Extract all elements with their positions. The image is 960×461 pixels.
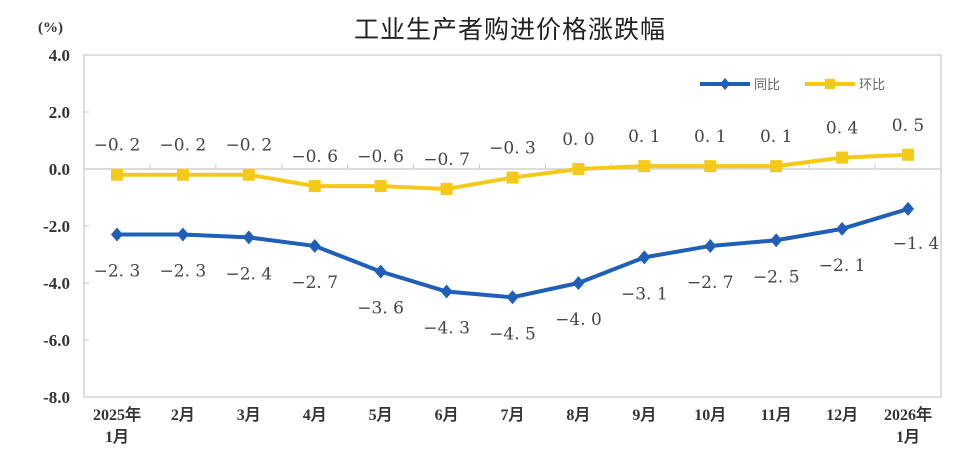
x-axis: 2025年 1月 2月 3月 4月 5月 6月 7月 8月 9月 10月 11月 12月 2026年 1月 — [93, 405, 932, 446]
square-marker — [440, 182, 453, 195]
square-marker — [638, 160, 651, 173]
data-label: −4. 3 — [423, 319, 470, 339]
x-tick-label: 1月 — [896, 428, 920, 446]
data-label: 0. 1 — [760, 127, 792, 147]
data-label: −2. 3 — [160, 262, 207, 282]
diamond-marker — [572, 276, 585, 290]
legend-label: 同比 — [754, 78, 780, 93]
data-label: −4. 5 — [489, 324, 536, 344]
zero-baseline — [84, 164, 941, 170]
data-label: −2. 1 — [819, 256, 866, 276]
x-tick-label: 11月 — [761, 406, 792, 424]
legend-item-yoy: 同比 — [700, 78, 780, 93]
x-tick-label: 7月 — [500, 406, 524, 424]
y-tick-label: -6.0 — [43, 331, 70, 350]
x-tick-label: 2月 — [171, 406, 195, 424]
diamond-marker — [308, 238, 321, 253]
square-marker — [506, 171, 519, 184]
data-label: −4. 0 — [555, 310, 602, 330]
data-label: −3. 1 — [621, 284, 668, 304]
x-tick-label: 6月 — [435, 406, 459, 424]
legend: 同比 环比 — [700, 78, 885, 93]
diamond-marker — [836, 221, 849, 236]
x-tick-label: 10月 — [694, 406, 726, 424]
y-tick-label: -8.0 — [43, 388, 70, 407]
data-label: −0. 2 — [225, 136, 272, 156]
legend-square-icon — [825, 79, 835, 89]
square-marker — [704, 160, 717, 173]
square-marker — [374, 180, 387, 193]
x-tick-label: 9月 — [632, 406, 656, 424]
diamond-marker — [440, 284, 453, 299]
data-label: 0. 4 — [826, 119, 858, 139]
data-label: −0. 6 — [291, 147, 338, 167]
x-tick-label: 3月 — [237, 406, 261, 424]
data-label: 0. 1 — [628, 127, 660, 147]
diamond-marker — [770, 233, 783, 248]
data-label: −0. 2 — [94, 136, 141, 156]
y-tick-label: -2.0 — [43, 217, 70, 236]
diamond-marker — [110, 227, 123, 242]
diamond-marker — [638, 250, 651, 265]
square-marker — [770, 160, 783, 173]
y-axis: 4.0 2.0 0.0 -2.0 -4.0 -6.0 -8.0 — [43, 46, 89, 407]
data-label: −0. 3 — [489, 139, 536, 159]
square-marker — [176, 168, 189, 181]
x-tick-label: 1月 — [105, 428, 129, 446]
diamond-marker — [374, 264, 387, 279]
y-tick-label: 0.0 — [49, 160, 70, 179]
x-tick-label: 4月 — [303, 406, 327, 424]
series-group: −2. 3 −2. 3 −2. 4 −2. 7 −3. 6 −4. 3 −4. 5 −4. 0… — [94, 116, 940, 345]
data-label: 0. 1 — [694, 127, 726, 147]
data-label: −2. 7 — [291, 273, 338, 293]
data-label: −0. 7 — [423, 150, 470, 170]
data-label: −0. 2 — [160, 136, 207, 156]
diamond-marker — [704, 238, 717, 253]
series-mom: −0. 2 −0. 2 −0. 2 −0. 6 −0. 6 −0. 7 −0. 3 0. 0 0… — [94, 116, 924, 195]
data-label: −2. 7 — [687, 273, 734, 293]
square-marker — [572, 163, 585, 175]
data-label: 0. 5 — [892, 116, 924, 136]
y-axis-unit: (%) — [38, 20, 63, 36]
x-tick-label: 8月 — [566, 406, 590, 424]
square-marker — [242, 168, 255, 181]
legend-diamond-icon — [720, 78, 730, 90]
legend-label: 环比 — [859, 78, 885, 93]
plot-area — [83, 54, 942, 398]
y-tick-label: -4.0 — [43, 274, 70, 293]
square-marker — [902, 148, 915, 161]
square-marker — [308, 180, 321, 193]
x-tick-label: 12月 — [826, 406, 858, 424]
square-marker — [836, 151, 849, 164]
x-tick-label: 5月 — [369, 406, 393, 424]
data-label: −0. 6 — [357, 147, 404, 167]
x-tick-label: 2026年 — [884, 405, 932, 424]
y-tick-label: 2.0 — [49, 103, 70, 122]
x-tick-label: 2025年 — [93, 405, 141, 424]
diamond-marker — [176, 227, 189, 242]
data-label: 0. 0 — [562, 130, 594, 150]
square-marker — [110, 168, 123, 181]
data-label: −2. 3 — [94, 262, 141, 282]
data-label: −2. 5 — [753, 267, 800, 287]
diamond-marker — [506, 290, 519, 305]
legend-item-mom: 环比 — [805, 78, 885, 93]
y-tick-label: 4.0 — [49, 46, 70, 65]
data-label: −2. 4 — [225, 264, 272, 284]
data-label: −3. 6 — [357, 299, 404, 319]
diamond-marker — [902, 201, 915, 216]
diamond-marker — [242, 230, 255, 245]
data-label: −1. 4 — [893, 234, 940, 254]
series-yoy: −2. 3 −2. 3 −2. 4 −2. 7 −3. 6 −4. 3 −4. 5 −4. 0… — [94, 201, 940, 344]
chart-title: 工业生产者购进价格涨跌幅 — [353, 15, 666, 44]
